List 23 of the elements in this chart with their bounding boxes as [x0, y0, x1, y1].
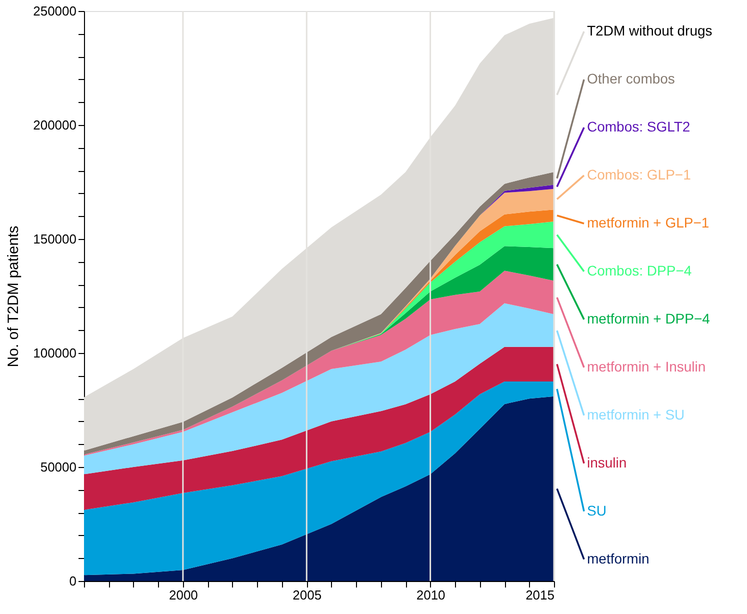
text: SU — [587, 502, 606, 518]
text: metformin + Insulin — [587, 358, 706, 374]
y-tick-label: 250000 — [33, 4, 76, 18]
y-tick-label: 100000 — [33, 346, 76, 360]
text: Other combos — [587, 70, 675, 87]
y-tick-label: 0 — [69, 574, 76, 588]
x-tick-label: 2005 — [292, 588, 322, 602]
text: metformin + DPP−4 — [587, 310, 710, 326]
legend-label: metformin + GLP−1 — [587, 214, 710, 230]
y-tick-label: 150000 — [33, 232, 76, 246]
text: Combos: SGLT2 — [587, 118, 690, 134]
text: T2DM without drugs — [587, 22, 712, 39]
text: metformin + SU — [587, 406, 685, 422]
text: metformin — [587, 550, 650, 566]
text: Combos: DPP−4 — [587, 262, 692, 278]
x-tick-label: 2010 — [416, 588, 446, 602]
y-tick-label: 50000 — [40, 460, 76, 474]
y-tick-label: 200000 — [33, 118, 76, 132]
x-tick-label: 2000 — [168, 588, 198, 602]
text: Combos: GLP−1 — [587, 166, 692, 182]
y-axis-title: No. of T2DM patients — [5, 226, 22, 368]
text: insulin — [587, 454, 627, 470]
x-tick-label: 2015 — [526, 588, 554, 602]
